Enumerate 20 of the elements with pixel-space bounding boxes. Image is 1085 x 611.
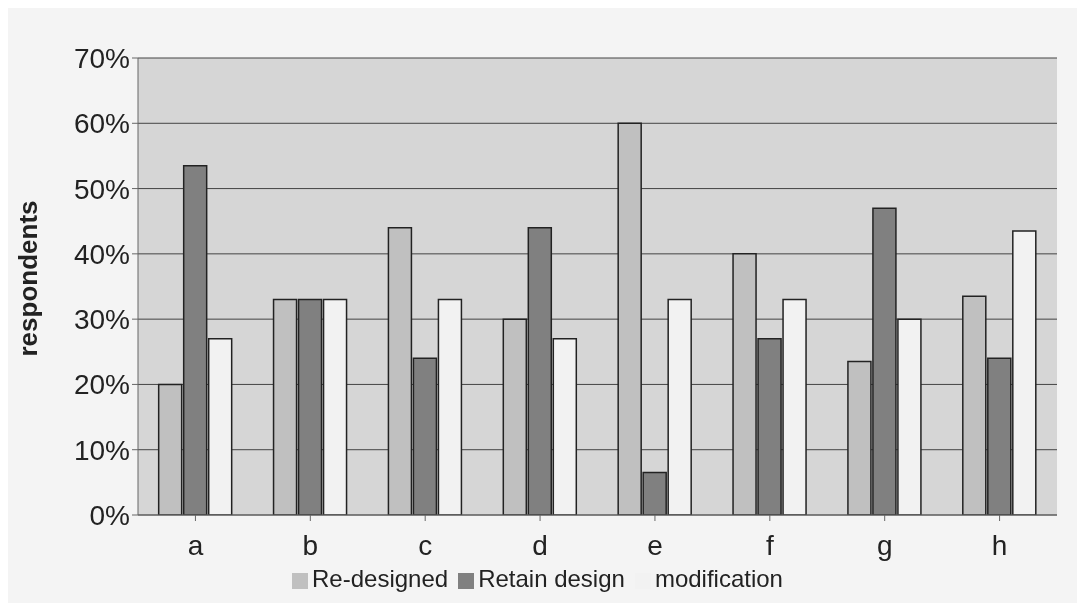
x-tick-label: b	[302, 529, 319, 561]
y-axis-title: respondents	[13, 200, 44, 357]
y-tick-label: 40%	[73, 238, 130, 270]
y-tick-label: 60%	[73, 108, 130, 140]
y-tick-label: 30%	[73, 304, 130, 336]
y-tick-label: 0%	[89, 499, 130, 531]
x-tick-label: g	[876, 529, 893, 561]
x-tick-label: e	[647, 529, 663, 561]
y-tick-label: 20%	[73, 369, 130, 401]
text: modification	[654, 565, 783, 592]
x-tick-label: c	[418, 529, 433, 561]
x-tick-label: h	[991, 529, 1008, 561]
x-tick-label: f	[765, 529, 774, 561]
x-tick-label: a	[187, 529, 204, 561]
y-tick-label: 50%	[73, 173, 130, 205]
legend-label: Retain design	[478, 565, 625, 592]
y-tick-label: 70%	[73, 42, 130, 74]
x-tick-label: d	[532, 529, 548, 561]
y-tick-label: 10%	[73, 434, 130, 466]
legend-label: Re-designed	[312, 565, 449, 592]
